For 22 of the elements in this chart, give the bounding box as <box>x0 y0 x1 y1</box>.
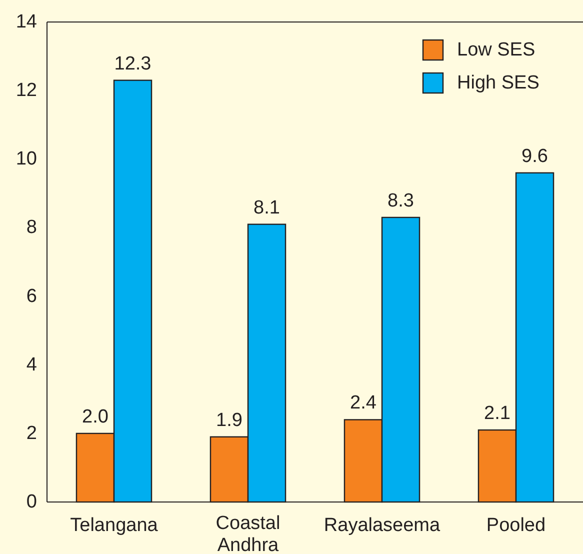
data-label: 12.3 <box>114 53 152 74</box>
data-label: 8.1 <box>254 197 280 218</box>
data-label: 2.0 <box>82 406 108 428</box>
x-tick-label: Pooled <box>486 515 546 536</box>
data-label: 2.1 <box>484 403 510 424</box>
y-tick-label: 6 <box>26 286 37 307</box>
data-label: 8.3 <box>388 190 414 212</box>
y-tick-label: 12 <box>16 80 37 102</box>
x-tick-label: Telangana <box>70 515 158 536</box>
y-tick-label: 0 <box>26 492 37 512</box>
y-tick-label: 2 <box>26 422 37 444</box>
data-label: 1.9 <box>216 410 242 431</box>
y-tick-label: 10 <box>16 148 37 170</box>
data-label: 2.4 <box>350 392 377 414</box>
x-tick-label: Rayalaseema <box>324 515 441 536</box>
y-tick-label: 14 <box>16 12 38 32</box>
legend-label: High SES <box>457 72 540 94</box>
legend-label: Low SES <box>457 40 536 60</box>
x-tick-label: Coastal Andhra <box>216 513 280 554</box>
y-tick-label: 4 <box>26 354 38 376</box>
data-label: 9.6 <box>522 146 548 167</box>
y-tick-label: 8 <box>26 217 37 238</box>
